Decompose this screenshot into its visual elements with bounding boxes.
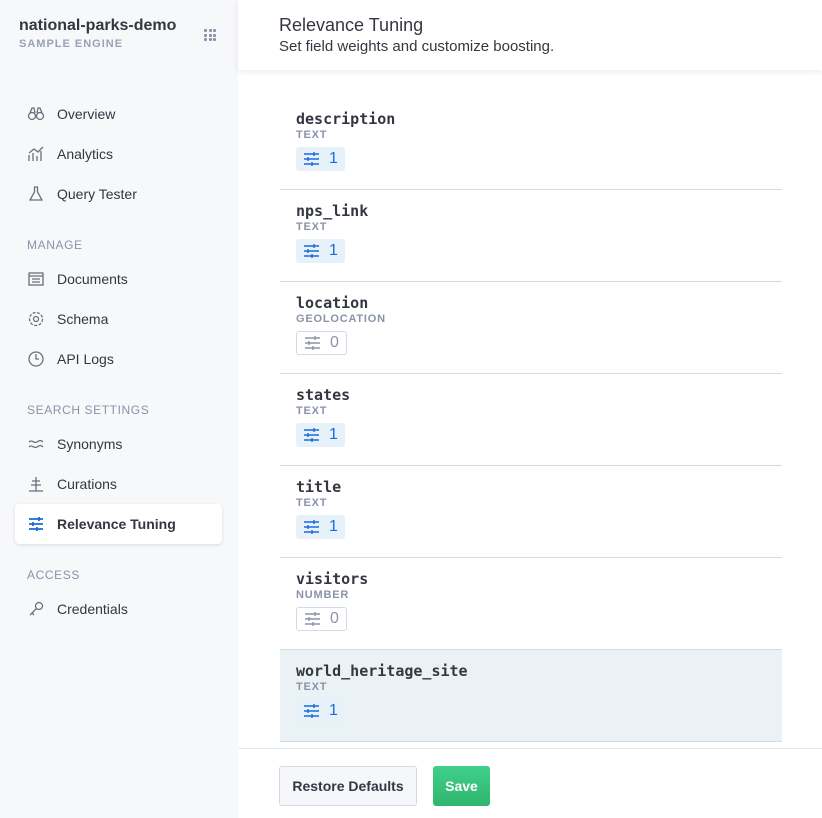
boost-count-badge[interactable]: 1 bbox=[296, 239, 345, 263]
engine-header: national-parks-demo SAMPLE ENGINE bbox=[19, 17, 176, 50]
section-search-settings: SEARCH SETTINGS bbox=[27, 403, 150, 417]
sliders-icon bbox=[305, 336, 320, 350]
analytics-icon bbox=[28, 146, 44, 161]
field-type: TEXT bbox=[296, 129, 328, 141]
field-row[interactable]: title TEXT 1 bbox=[280, 466, 782, 558]
sidebar-item-curations[interactable]: Curations bbox=[15, 464, 222, 504]
engine-subtitle: SAMPLE ENGINE bbox=[19, 38, 124, 50]
field-type: GEOLOCATION bbox=[296, 313, 386, 325]
gear-icon bbox=[28, 311, 44, 327]
boost-count-badge[interactable]: 1 bbox=[296, 147, 345, 171]
sidebar-item-synonyms[interactable]: Synonyms bbox=[15, 424, 222, 464]
field-type: TEXT bbox=[296, 405, 328, 417]
page-subtitle: Set field weights and customize boosting… bbox=[279, 38, 555, 55]
boost-count-badge[interactable]: 0 bbox=[296, 331, 347, 355]
sidebar-item-query-tester[interactable]: Query Tester bbox=[15, 174, 222, 214]
page-title: Relevance Tuning bbox=[279, 15, 424, 35]
field-row[interactable]: description TEXT 1 bbox=[280, 98, 782, 190]
field-name: nps_link bbox=[296, 202, 369, 220]
sidebar-item-label: API Logs bbox=[57, 351, 114, 367]
field-name: location bbox=[296, 294, 369, 312]
sidebar-item-schema[interactable]: Schema bbox=[15, 299, 222, 339]
field-name: world_heritage_site bbox=[296, 662, 468, 680]
boost-count: 1 bbox=[329, 702, 338, 719]
boost-count-badge[interactable]: 0 bbox=[296, 607, 347, 631]
curations-icon bbox=[29, 477, 43, 492]
sidebar-item-credentials[interactable]: Credentials bbox=[15, 589, 222, 629]
key-icon bbox=[29, 601, 44, 616]
field-type: NUMBER bbox=[296, 589, 350, 601]
sidebar-item-label: Overview bbox=[57, 106, 116, 122]
sliders-icon bbox=[304, 428, 319, 442]
sidebar-item-label: Credentials bbox=[57, 601, 128, 617]
documents-icon bbox=[28, 272, 44, 286]
field-name: states bbox=[296, 386, 351, 404]
field-row[interactable]: states TEXT 1 bbox=[280, 374, 782, 466]
field-row[interactable]: nps_link TEXT 1 bbox=[280, 190, 782, 282]
engine-name: national-parks-demo bbox=[19, 17, 177, 34]
sidebar-item-label: Relevance Tuning bbox=[57, 516, 176, 532]
sliders-icon bbox=[304, 152, 319, 166]
field-type: TEXT bbox=[296, 497, 328, 509]
boost-count: 0 bbox=[330, 610, 339, 627]
section-access: ACCESS bbox=[27, 568, 80, 582]
boost-count: 1 bbox=[329, 242, 338, 259]
sidebar-item-analytics[interactable]: Analytics bbox=[15, 134, 222, 174]
boost-count: 0 bbox=[330, 334, 339, 351]
sidebar: national-parks-demo SAMPLE ENGINE Overvi… bbox=[0, 0, 238, 818]
sliders-icon bbox=[305, 612, 320, 626]
field-name: title bbox=[296, 478, 342, 496]
footer-bar: Restore Defaults Save bbox=[238, 748, 822, 818]
sidebar-item-documents[interactable]: Documents bbox=[15, 259, 222, 299]
sidebar-item-label: Curations bbox=[57, 476, 117, 492]
section-manage: MANAGE bbox=[27, 238, 83, 252]
binoculars-icon bbox=[27, 107, 45, 121]
boost-count: 1 bbox=[329, 426, 338, 443]
sidebar-item-label: Analytics bbox=[57, 146, 114, 162]
field-name: description bbox=[296, 110, 396, 128]
sidebar-item-label: Schema bbox=[57, 311, 109, 327]
sliders-icon bbox=[304, 520, 319, 534]
sidebar-item-overview[interactable]: Overview bbox=[15, 94, 222, 134]
field-type: TEXT bbox=[296, 681, 328, 693]
clock-icon bbox=[28, 351, 44, 367]
sliders-icon bbox=[304, 244, 319, 258]
sliders-icon bbox=[304, 704, 319, 718]
page-header: Relevance Tuning Set field weights and c… bbox=[238, 0, 822, 70]
boost-count-badge[interactable]: 1 bbox=[296, 699, 345, 723]
boost-count: 1 bbox=[329, 150, 338, 167]
field-type: TEXT bbox=[296, 221, 328, 233]
app-grid-icon[interactable] bbox=[204, 29, 216, 41]
field-row[interactable]: visitors NUMBER 0 bbox=[280, 558, 782, 650]
sidebar-item-relevance-tuning[interactable]: Relevance Tuning bbox=[15, 504, 222, 544]
sidebar-item-label: Documents bbox=[57, 271, 128, 287]
field-list: description TEXT 1 nps_link TEXT 1 locatio… bbox=[280, 98, 782, 742]
synonyms-icon bbox=[28, 439, 44, 449]
field-name: visitors bbox=[296, 570, 369, 588]
field-row[interactable]: world_heritage_site TEXT 1 bbox=[280, 650, 782, 742]
sidebar-item-api-logs[interactable]: API Logs bbox=[15, 339, 222, 379]
save-button[interactable]: Save bbox=[433, 766, 490, 806]
sliders-icon bbox=[29, 517, 43, 531]
restore-defaults-button[interactable]: Restore Defaults bbox=[279, 766, 417, 806]
boost-count: 1 bbox=[329, 518, 338, 535]
boost-count-badge[interactable]: 1 bbox=[296, 515, 345, 539]
sidebar-item-label: Query Tester bbox=[57, 186, 137, 202]
boost-count-badge[interactable]: 1 bbox=[296, 423, 345, 447]
flask-icon bbox=[28, 186, 44, 201]
sidebar-item-label: Synonyms bbox=[57, 436, 123, 452]
field-row[interactable]: location GEOLOCATION 0 bbox=[280, 282, 782, 374]
